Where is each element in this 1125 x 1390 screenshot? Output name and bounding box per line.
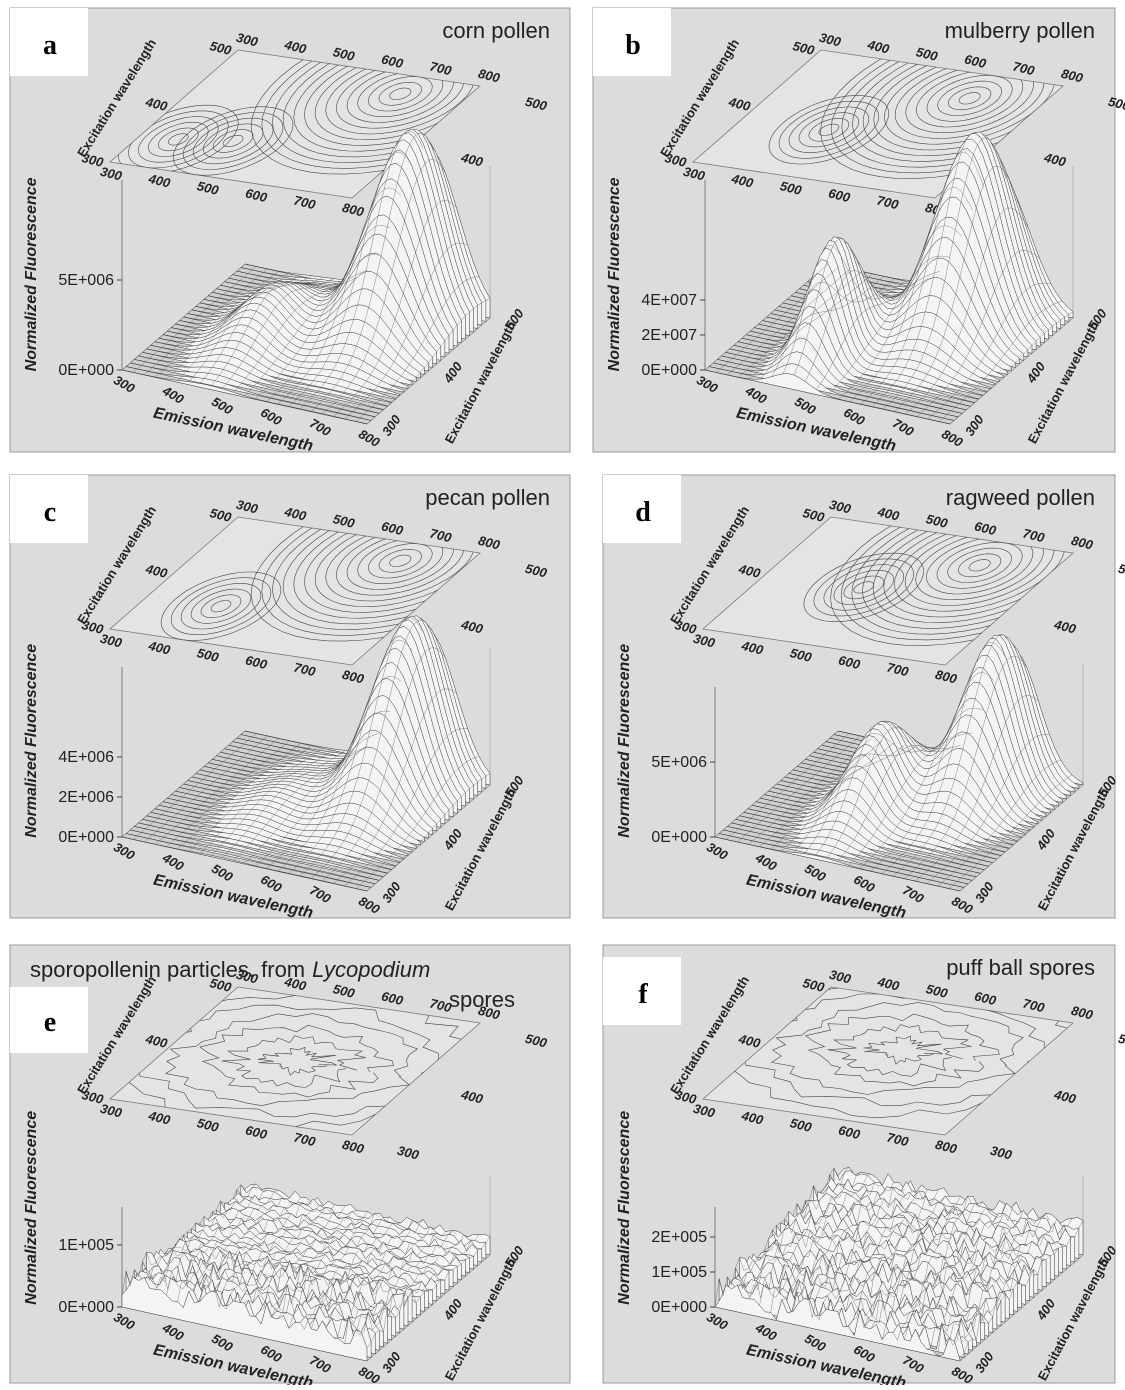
z-tick-label: 0E+000 (58, 1299, 114, 1316)
panel-letter: e (44, 1007, 56, 1038)
panel-title: sporopollenin particles, from (30, 957, 305, 982)
z-tick-label: 0E+000 (641, 362, 697, 379)
z-label: Normalized Fluorescence (606, 177, 623, 371)
panel-letter: a (43, 30, 57, 61)
panel: corn pollena3003004004005005006006007007… (10, 8, 570, 455)
z-tick-label: 0E+000 (58, 829, 114, 846)
z-tick-label: 0E+000 (651, 829, 707, 846)
panel-title: pecan pollen (425, 485, 550, 510)
panel: puff ball sporesf30030040040050050060060… (603, 945, 1125, 1385)
z-tick-label: 4E+006 (58, 749, 114, 766)
z-tick-label: 2E+007 (641, 327, 697, 344)
z-tick-label: 0E+000 (651, 1299, 707, 1316)
z-tick-label: 1E+005 (651, 1264, 707, 1281)
z-label: Normalized Fluorescence (23, 1111, 40, 1305)
z-label: Normalized Fluorescence (23, 644, 40, 838)
contour-right-tick: 500 (1117, 1031, 1125, 1051)
contour-right-tick: 500 (1117, 561, 1125, 581)
panel-title: puff ball spores (946, 955, 1095, 980)
panel: ragweed pollend3003004004005005006006007… (603, 475, 1125, 922)
z-tick-label: 5E+006 (58, 272, 114, 289)
panel-title-italic: Lycopodium (312, 957, 430, 982)
panel-letter: c (44, 497, 56, 528)
z-label: Normalized Fluorescence (23, 177, 40, 371)
z-tick-label: 5E+006 (651, 754, 707, 771)
panel-title: mulberry pollen (945, 18, 1095, 43)
z-tick-label: 2E+005 (651, 1229, 707, 1246)
panel-letter: d (635, 497, 651, 528)
z-tick-label: 1E+005 (58, 1237, 114, 1254)
z-tick-label: 2E+006 (58, 789, 114, 806)
z-tick-label: 4E+007 (641, 292, 697, 309)
panel-title: corn pollen (442, 18, 550, 43)
panel-letter: f (638, 979, 648, 1010)
panel-letter: b (625, 30, 641, 61)
panel: pecan pollenc300300400400500500600600700… (10, 475, 570, 922)
panel-title: ragweed pollen (946, 485, 1095, 510)
z-tick-label: 0E+000 (58, 362, 114, 379)
z-label: Normalized Fluorescence (616, 1111, 633, 1305)
panel: mulberry pollenb300300400400500500600600… (593, 8, 1125, 455)
z-label: Normalized Fluorescence (616, 644, 633, 838)
